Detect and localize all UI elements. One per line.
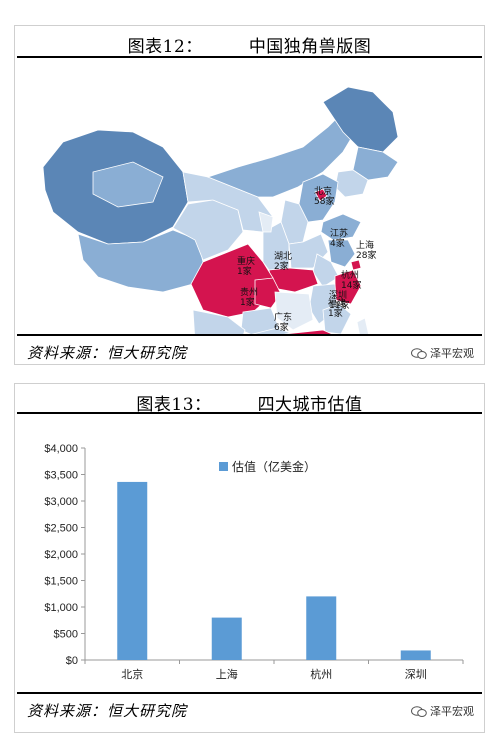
region-qinghai	[172, 199, 244, 261]
region-beijing	[314, 188, 328, 202]
map-label-city: 湖北	[274, 251, 292, 262]
region-fujian	[322, 303, 352, 334]
y-tick-label: $2,500	[44, 523, 78, 535]
watermark-12: 泽平宏观	[411, 345, 474, 361]
wechat-icon	[411, 347, 427, 359]
bar-深圳	[400, 650, 431, 660]
region-ningxia	[258, 211, 274, 233]
map-label-city: 广东	[274, 311, 292, 323]
map-label-count: 1家	[240, 296, 255, 308]
source-rule-13	[17, 692, 482, 694]
title-rule-13	[17, 412, 482, 414]
map-label-count: 1家	[237, 265, 252, 277]
y-tick-label: $4,000	[44, 443, 78, 455]
watermark-13: 泽平宏观	[411, 703, 474, 719]
region-hunan	[274, 291, 314, 331]
map-label-city: 福建	[328, 297, 346, 309]
map-label-count: 58家	[314, 195, 334, 207]
region-heilongjiang	[322, 86, 399, 153]
watermark-12-text: 泽平宏观	[430, 347, 474, 360]
figure-13-source: 资料来源：恒大研究院	[27, 702, 188, 720]
map-label-count: 1家	[328, 307, 343, 319]
map-label-count: 14家	[341, 279, 361, 291]
region-jiangsu	[327, 239, 356, 268]
y-tick-label: $2,000	[44, 549, 78, 561]
bar-series	[117, 481, 431, 660]
bar-北京	[117, 481, 148, 660]
map-label-city: 江苏	[330, 227, 348, 239]
x-tick-label: 深圳	[405, 668, 427, 681]
figure-13-panel: 图表13： 四大城市估值 $4,000 $3,500 $3,000 $2,500 $2,0…	[14, 383, 485, 733]
bar-杭州	[306, 596, 337, 660]
map-label-city: 贵州	[240, 286, 258, 298]
map-label-city: 深圳	[329, 290, 347, 301]
bar-上海	[211, 617, 242, 660]
legend-label: 估值（亿美金）	[232, 459, 316, 474]
x-axis: 北京 上海 杭州 深圳	[84, 659, 464, 681]
map-label-city: 杭州	[341, 269, 359, 281]
figure-12-source: 资料来源：恒大研究院	[27, 344, 188, 362]
map-label-count: 6家	[274, 321, 289, 333]
map-label-city: 重庆	[237, 255, 255, 267]
map-label-city: 北京	[314, 185, 332, 197]
y-tick-label: $1,000	[44, 602, 78, 614]
map-label-city: 上海	[356, 239, 374, 251]
map-regions	[42, 86, 399, 334]
title-rule	[17, 56, 482, 58]
region-guangxi	[251, 327, 294, 334]
figure-13-title-text: 四大城市估值	[257, 395, 363, 415]
y-tick-label: $500	[54, 629, 78, 641]
figure-12-title-prefix: 图表12：	[127, 37, 203, 57]
legend-swatch	[219, 462, 228, 471]
y-tick-label: $3,000	[44, 496, 78, 508]
region-xinjiang_inner	[92, 161, 164, 208]
region-shanghai	[350, 259, 362, 271]
region-anhui	[312, 253, 340, 288]
source-rule	[17, 334, 482, 336]
y-axis: $4,000 $3,500 $3,000 $2,500 $2,000 $1,500 $1,0…	[44, 443, 86, 667]
x-tick-label: 北京	[121, 667, 143, 681]
wechat-icon	[411, 705, 427, 717]
region-guangdong	[284, 329, 333, 334]
figure-12-title-text: 中国独角兽版图	[248, 37, 372, 57]
figure-13-title-prefix: 图表13：	[136, 395, 212, 415]
map-label-count: 28家	[356, 249, 376, 261]
figure-13-title: 图表13： 四大城市估值	[15, 390, 484, 415]
y-tick-label: $0	[66, 655, 78, 667]
chart-legend: 估值（亿美金）	[219, 459, 316, 474]
map-label-count: 11家	[329, 299, 349, 311]
figure-12-title: 图表12： 中国独角兽版图	[15, 32, 484, 57]
figure-12-panel: 图表12： 中国独角兽版图 北京 58家 江苏 4家 上海 28家 湖北 2家 重庆 1家 杭州 14家…	[14, 25, 485, 365]
map-label-count: 2家	[274, 260, 289, 272]
region-taiwan	[356, 317, 369, 334]
y-tick-label: $3,500	[44, 470, 78, 482]
map-label-count: 4家	[330, 237, 345, 249]
x-tick-label: 杭州	[310, 667, 332, 681]
region-yunnan	[192, 309, 246, 334]
region-shandong	[320, 213, 362, 241]
valuation-bar-chart: $4,000 $3,500 $3,000 $2,500 $2,000 $1,500 $1,0…	[44, 443, 464, 681]
y-tick-label: $1,500	[44, 576, 78, 588]
watermark-13-text: 泽平宏观	[430, 705, 474, 718]
x-tick-label: 上海	[216, 667, 238, 681]
